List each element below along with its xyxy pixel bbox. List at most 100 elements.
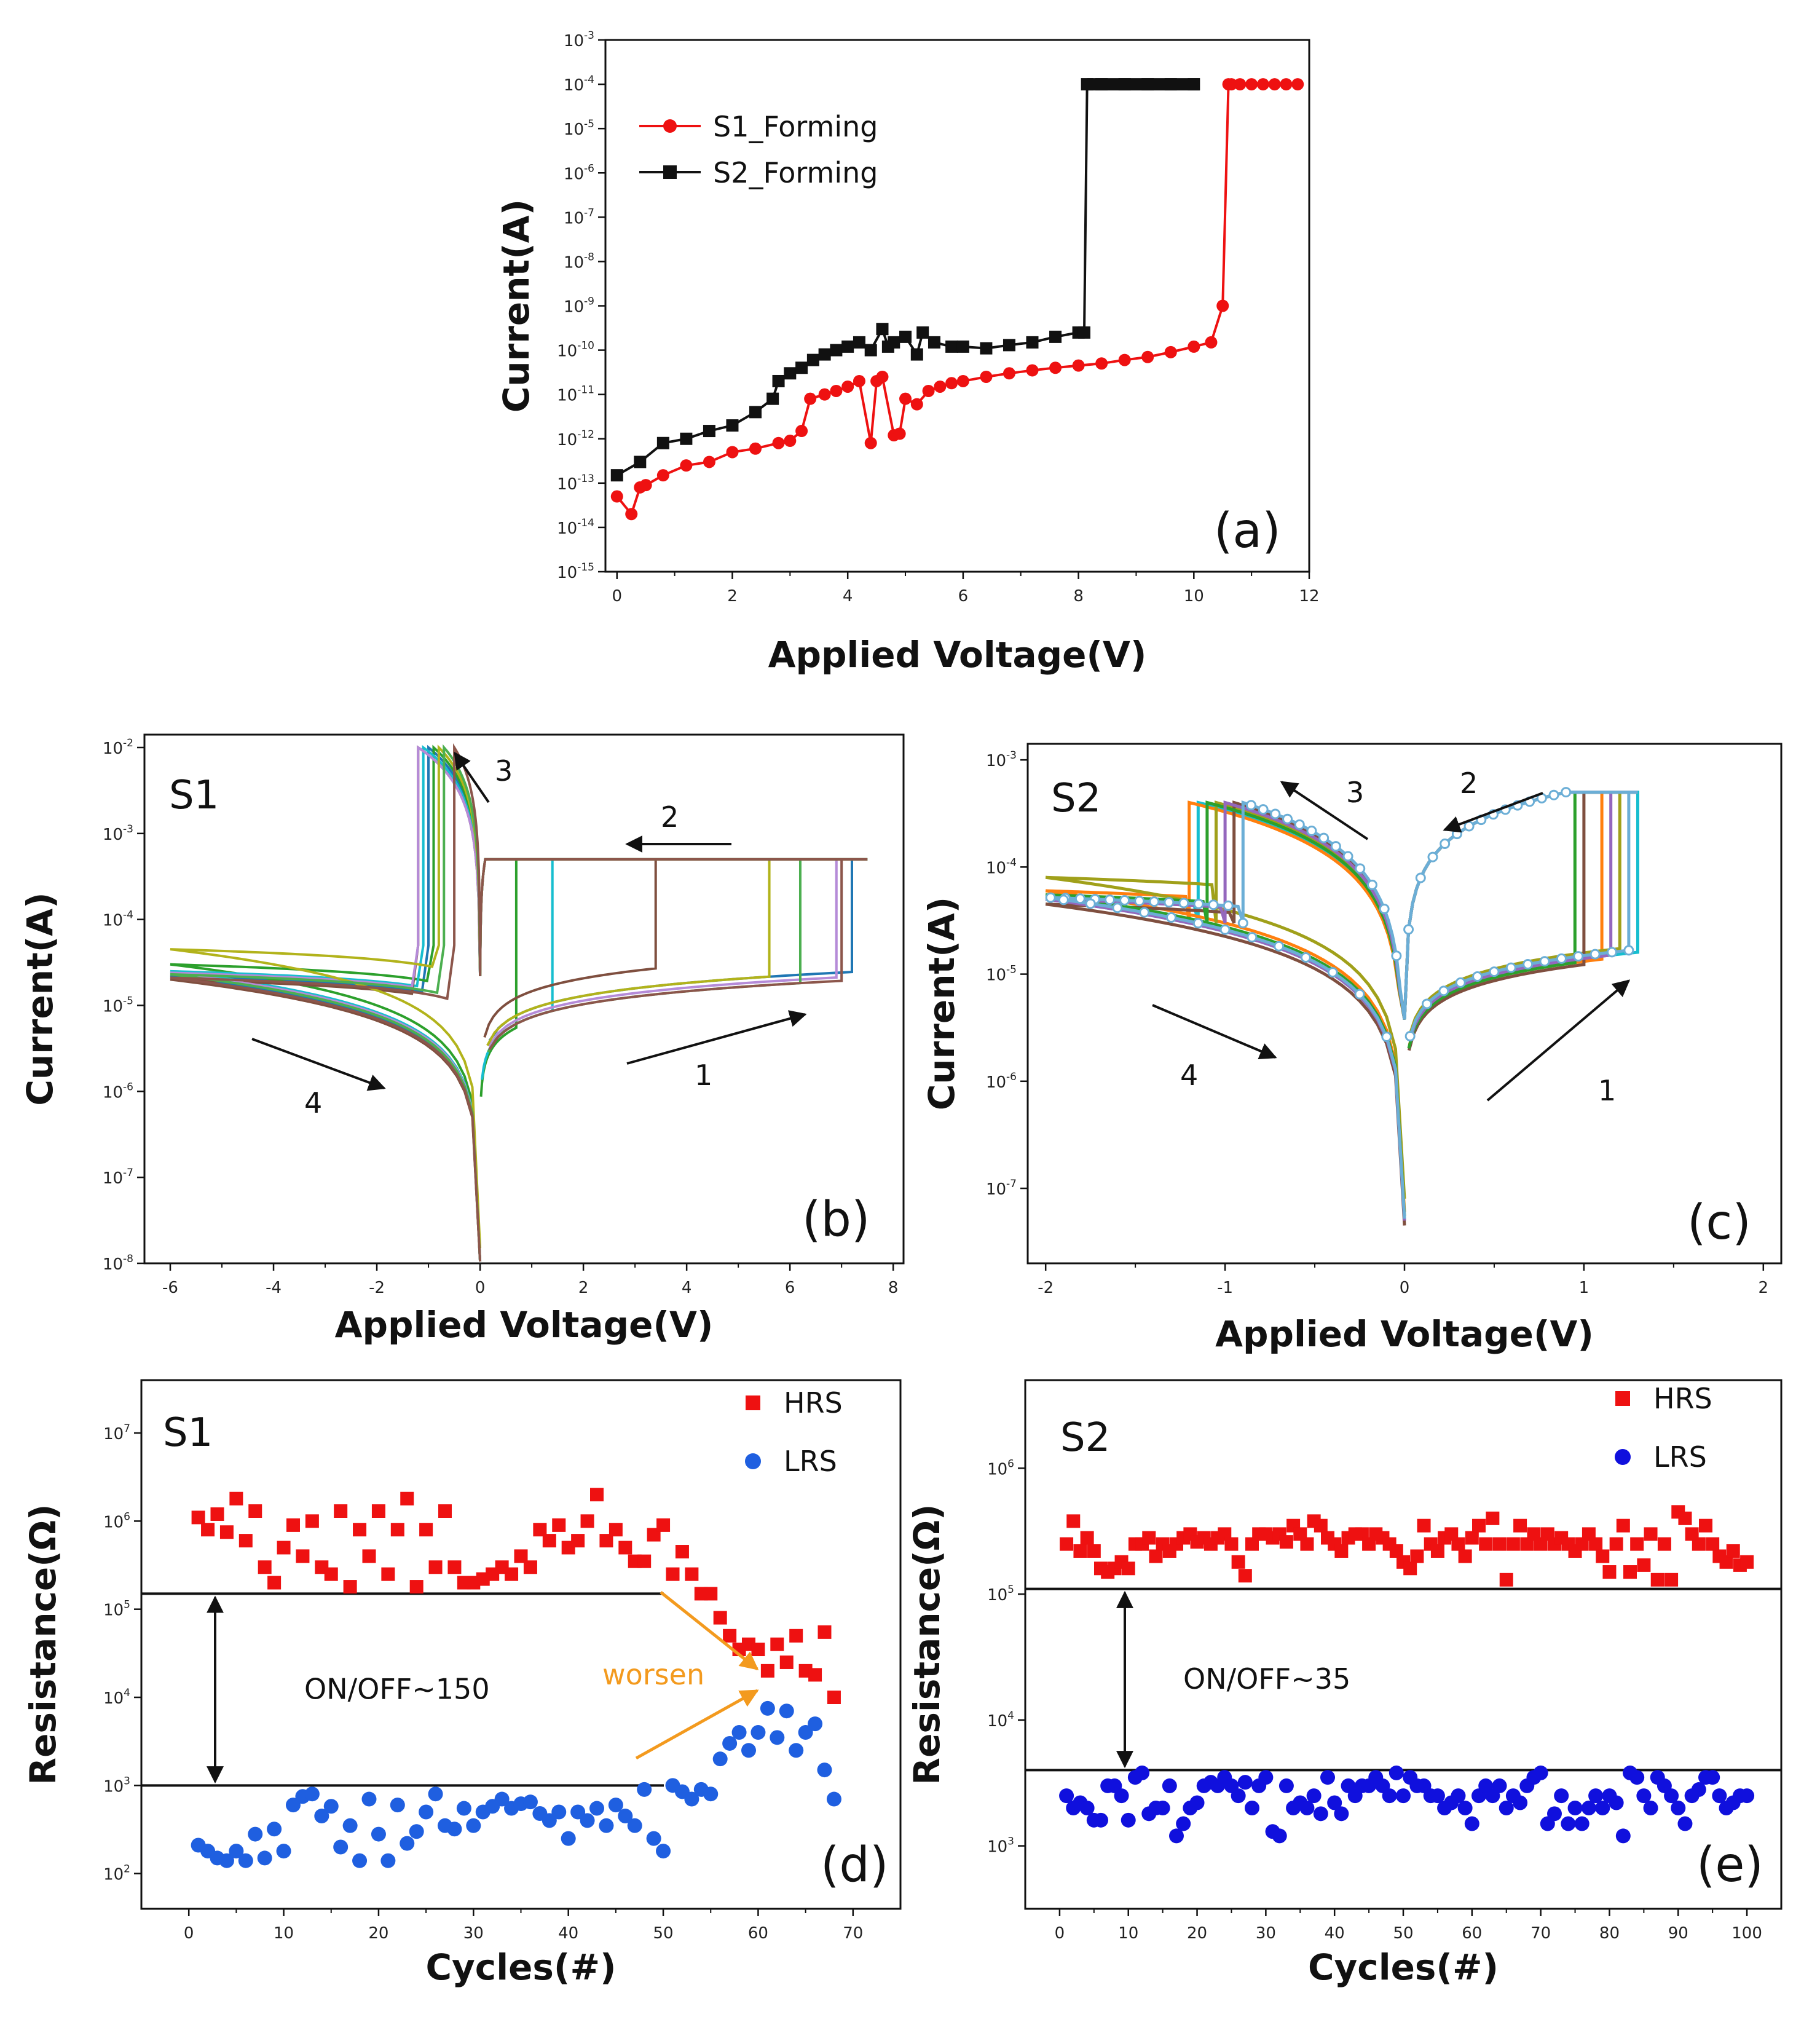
data-point-LRS (1155, 1800, 1170, 1815)
iv-marker-cycle-7 (1300, 952, 1311, 963)
data-point-HRS (1596, 1549, 1610, 1563)
data-point-S2_Forming (680, 432, 693, 445)
data-point-HRS (296, 1549, 310, 1563)
legend-label-lrs: LRS (784, 1445, 837, 1478)
data-point-HRS (1403, 1561, 1417, 1576)
data-point-S2_Forming (864, 344, 877, 357)
data-point-S2_Forming (818, 348, 831, 361)
plot-frame (143, 733, 905, 1265)
iv-marker-cycle-7 (1058, 894, 1069, 906)
x-tick-label: 4 (682, 1279, 692, 1297)
y-tick-base: 10 (564, 76, 584, 95)
data-point-S1_Forming (625, 508, 638, 521)
iv-marker-cycle-7 (1404, 1030, 1416, 1041)
y-tick-exponent: 6 (124, 1510, 130, 1523)
iv-marker-cycle-7 (1112, 902, 1123, 914)
y-tick-label: 105 (987, 1584, 1014, 1605)
data-point-HRS (1616, 1518, 1630, 1533)
iv-marker-cycle-7 (1258, 804, 1269, 815)
y-tick-base: 10 (987, 1712, 1007, 1731)
data-point-HRS (666, 1567, 680, 1581)
data-point-S1_Forming (1234, 78, 1247, 91)
iv-marker-cycle-7 (1440, 838, 1451, 849)
data-point-LRS (361, 1791, 377, 1807)
arrow-label-2: 2 (661, 800, 679, 834)
data-point-LRS (826, 1791, 841, 1807)
data-point-S1_Forming (1188, 340, 1200, 353)
data-point-LRS (1299, 1800, 1315, 1815)
data-point-HRS (1479, 1537, 1493, 1551)
iv-curve-cycle-2 (170, 744, 868, 1262)
data-point-HRS (229, 1491, 243, 1506)
iv-marker-cycle-7 (1208, 899, 1219, 910)
x-tick-label: 0 (1055, 1924, 1065, 1943)
data-point-HRS (267, 1576, 282, 1590)
data-point-S2_Forming (1077, 326, 1090, 339)
iv-marker-cycle-7 (1391, 950, 1402, 961)
data-point-LRS (380, 1853, 396, 1868)
data-point-S2_Forming (1049, 330, 1062, 343)
data-point-LRS (817, 1762, 832, 1778)
data-point-S1_Forming (656, 469, 669, 482)
data-point-LRS (1561, 1816, 1576, 1831)
y-tick-label: 10-15 (557, 561, 594, 582)
data-point-S2_Forming (703, 425, 715, 438)
data-point-HRS (1664, 1573, 1679, 1587)
panel-label-e: (e) (1696, 1838, 1763, 1893)
data-point-LRS (1313, 1806, 1328, 1822)
legend: HRS LRS (745, 1386, 843, 1478)
data-point-S1_Forming (795, 425, 808, 438)
data-point-S1_Forming (1225, 78, 1238, 91)
x-tick-label: 50 (653, 1924, 674, 1943)
data-point-LRS (400, 1836, 415, 1851)
data-point-LRS (1121, 1812, 1136, 1828)
x-tick-label: 70 (1530, 1924, 1551, 1943)
x-tick-label: 70 (843, 1924, 863, 1943)
data-point-S1_Forming (1268, 78, 1281, 91)
data-point-HRS (1087, 1544, 1101, 1558)
data-point-S2_Forming (726, 419, 739, 432)
data-point-HRS (1499, 1573, 1513, 1587)
data-point-LRS (267, 1822, 282, 1837)
y-tick-label: 10-5 (103, 995, 133, 1016)
data-point-S1_Forming (639, 479, 652, 492)
data-point-LRS (333, 1839, 349, 1855)
data-point-S2_Forming (899, 330, 912, 343)
data-point-LRS (551, 1804, 567, 1820)
data-point-LRS (798, 1725, 813, 1740)
worsen-label: worsen (602, 1658, 704, 1691)
data-point-HRS (1609, 1537, 1623, 1551)
data-point-S2_Forming (853, 336, 865, 349)
data-point-LRS (1059, 1788, 1074, 1804)
data-point-S1_Forming (1049, 361, 1062, 374)
data-point-S2_Forming (876, 323, 889, 336)
data-point-HRS (1060, 1537, 1074, 1551)
panel-label-d: (d) (821, 1838, 888, 1893)
data-point-S1_Forming (726, 446, 739, 459)
data-point-LRS (684, 1791, 699, 1807)
data-point-LRS (352, 1853, 368, 1868)
data-point-HRS (1623, 1565, 1637, 1579)
y-tick-label: 10-14 (557, 517, 594, 538)
data-point-HRS (1142, 1531, 1156, 1545)
y-tick-label: 10-7 (103, 1167, 133, 1188)
y-tick-exponent: -10 (577, 340, 594, 352)
data-point-HRS (1630, 1537, 1644, 1551)
data-point-S1_Forming (830, 384, 843, 397)
data-point-HRS (1699, 1518, 1712, 1533)
data-point-S1_Forming (1164, 345, 1177, 358)
data-point-LRS (741, 1743, 756, 1758)
data-point-HRS (1472, 1518, 1486, 1533)
y-tick-exponent: 2 (124, 1863, 130, 1876)
data-point-LRS (1135, 1765, 1150, 1780)
data-point-HRS (1740, 1555, 1754, 1569)
y-tick-base: 10 (564, 209, 584, 227)
data-point-HRS (362, 1549, 376, 1563)
data-point-LRS (561, 1831, 576, 1846)
y-tick-label: 10-12 (557, 428, 594, 449)
data-point-LRS (1396, 1788, 1411, 1804)
y-tick-base: 10 (986, 1180, 1006, 1199)
x-axis-label: Cycles(#) (1308, 1946, 1499, 1988)
y-tick-exponent: -12 (577, 428, 594, 441)
